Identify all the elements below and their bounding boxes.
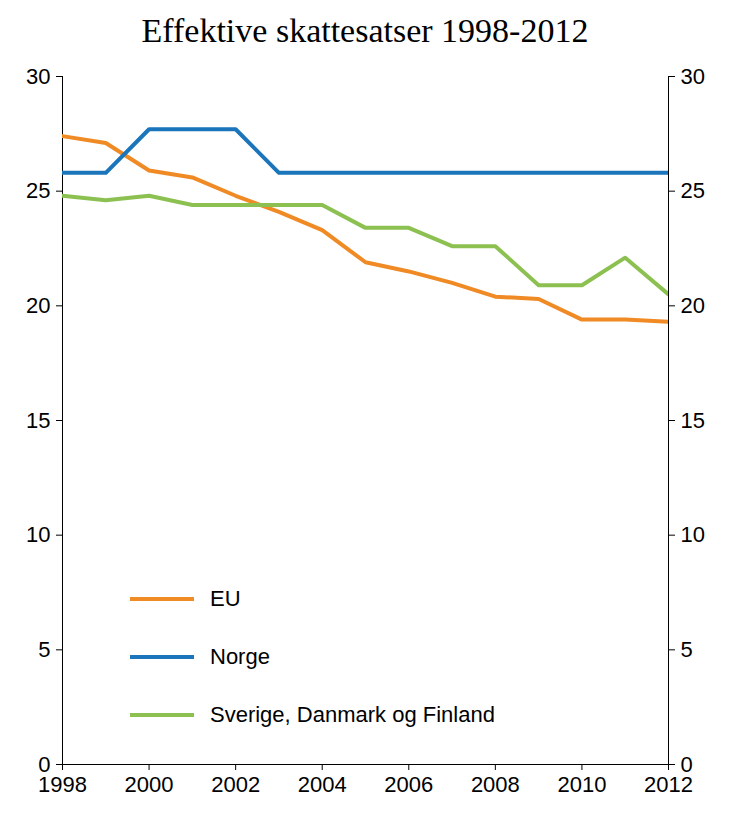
svg-text:10: 10 xyxy=(681,522,705,547)
svg-text:30: 30 xyxy=(681,64,705,89)
svg-text:25: 25 xyxy=(681,178,705,203)
svg-text:2002: 2002 xyxy=(211,772,260,797)
svg-text:2004: 2004 xyxy=(298,772,347,797)
svg-text:5: 5 xyxy=(38,637,50,662)
svg-text:0: 0 xyxy=(38,751,51,777)
svg-text:2006: 2006 xyxy=(384,772,433,797)
svg-text:10: 10 xyxy=(26,522,50,547)
html-text:Sverige, Danmark og Finland: Sverige, Danmark og Finland xyxy=(210,702,495,727)
svg-text:2012: 2012 xyxy=(644,772,693,797)
svg-text:15: 15 xyxy=(681,408,705,433)
svg-text:15: 15 xyxy=(26,408,50,433)
svg-text:20: 20 xyxy=(26,293,50,318)
svg-text:2010: 2010 xyxy=(557,772,606,797)
svg-text:5: 5 xyxy=(681,637,693,662)
svg-text:2000: 2000 xyxy=(125,772,174,797)
svg-text:0: 0 xyxy=(680,751,693,777)
svg-text:20: 20 xyxy=(681,293,705,318)
svg-text:1998: 1998 xyxy=(38,772,87,797)
svg-text:2008: 2008 xyxy=(471,772,520,797)
html-text:Effektive skattesatser 1998-20: Effektive skattesatser 1998-2012 xyxy=(141,12,589,49)
html-text:Norge: Norge xyxy=(210,644,270,669)
html-text:EU: EU xyxy=(210,586,241,611)
svg-text:30: 30 xyxy=(26,64,50,89)
svg-text:25: 25 xyxy=(26,178,50,203)
